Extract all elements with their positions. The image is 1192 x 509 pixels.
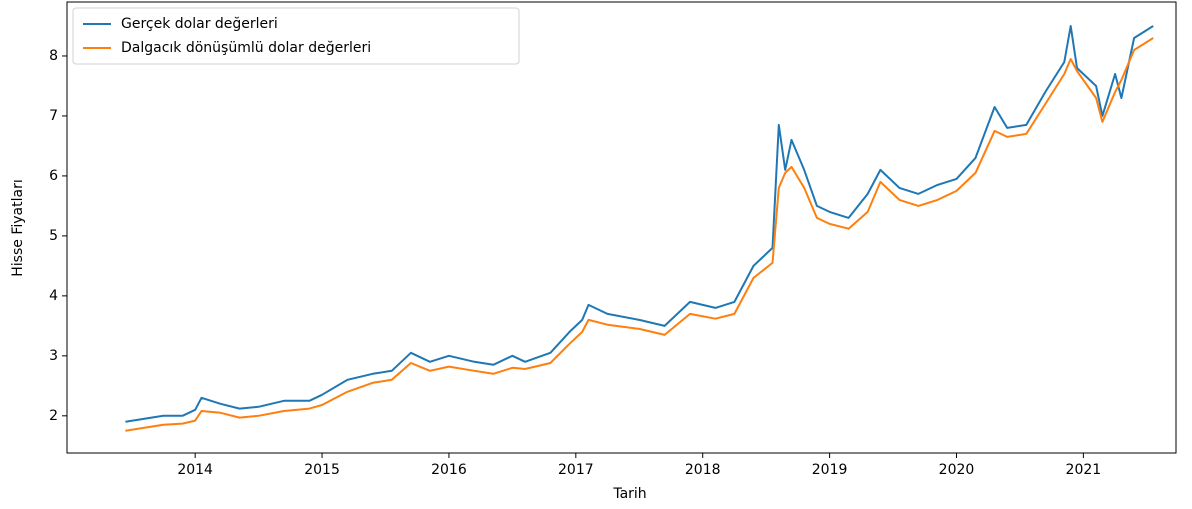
y-axis-label: Hisse Fiyatları bbox=[10, 179, 26, 276]
x-tick-label: 2016 bbox=[431, 462, 467, 478]
x-tick-label: 2017 bbox=[558, 462, 594, 478]
y-tick-label: 8 bbox=[49, 48, 58, 64]
x-tick-label: 2014 bbox=[177, 462, 213, 478]
x-tick-label: 2018 bbox=[685, 462, 721, 478]
legend-label: Dalgacık dönüşümlü dolar değerleri bbox=[121, 40, 371, 56]
y-tick-label: 5 bbox=[49, 228, 58, 244]
legend-box bbox=[72, 7, 520, 65]
y-tick-label: 4 bbox=[49, 288, 58, 304]
x-axis-label: Tarih bbox=[612, 486, 646, 502]
legend-label: Gerçek dolar değerleri bbox=[121, 16, 278, 32]
y-tick-label: 7 bbox=[49, 108, 58, 124]
x-tick-label: 2015 bbox=[304, 462, 340, 478]
y-tick-label: 2 bbox=[49, 408, 58, 424]
x-tick-label: 2019 bbox=[812, 462, 848, 478]
plot-frame bbox=[66, 1, 1177, 454]
series-line bbox=[125, 25, 1154, 423]
y-tick-label: 6 bbox=[49, 168, 58, 184]
y-tick-label: 3 bbox=[49, 348, 58, 364]
x-tick-label: 2020 bbox=[939, 462, 975, 478]
x-tick-label: 2021 bbox=[1066, 462, 1102, 478]
series-line bbox=[125, 37, 1154, 432]
